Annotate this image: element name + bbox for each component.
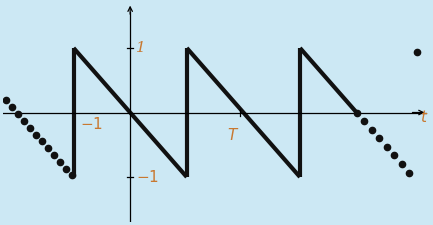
Text: $t$: $t$ [420, 109, 429, 125]
Text: 1: 1 [136, 41, 145, 55]
Text: $-1$: $-1$ [136, 169, 159, 185]
Text: $-1$: $-1$ [80, 116, 103, 132]
Text: $T$: $T$ [226, 127, 239, 143]
